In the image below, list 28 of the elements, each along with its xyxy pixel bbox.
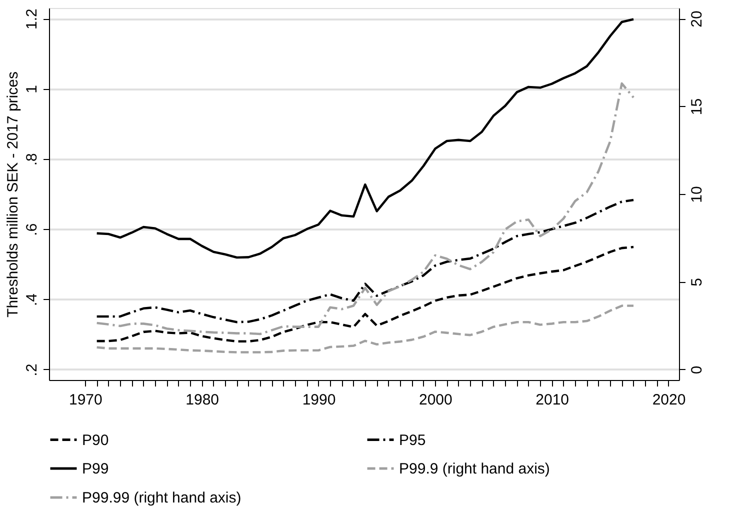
line-series	[96, 82, 635, 336]
x-tick-label: 2010	[536, 392, 570, 408]
x-tick-label: 1980	[186, 392, 220, 408]
legend-label: P99.9 (right hand axis)	[399, 460, 550, 478]
y-tick-label: .6	[24, 223, 40, 236]
legend-label: P99.99 (right hand axis)	[82, 490, 242, 506]
y2-tick-label: 15	[688, 98, 706, 116]
legend-label: P95	[399, 432, 426, 449]
y-tick-label: 1	[24, 85, 40, 94]
y2-tick-label: 10	[688, 186, 706, 203]
legend-label: P90	[82, 432, 109, 449]
y2-tick-label: 20	[688, 10, 706, 28]
legend-label: P99	[82, 460, 109, 478]
y-axis-title: Thresholds million SEK - 2017 prices	[4, 72, 22, 318]
y2-tick-label: 0	[688, 366, 706, 374]
y-tick-label: 1.2	[24, 8, 40, 30]
line-series	[96, 18, 635, 259]
y-tick-label: .2	[24, 364, 40, 376]
line-series	[96, 198, 635, 324]
y-tick-label: .8	[24, 153, 40, 166]
y2-tick-label: 5	[688, 278, 706, 286]
line-series	[96, 304, 635, 354]
x-tick-label: 1990	[302, 392, 336, 408]
x-tick-label: 1970	[68, 392, 102, 408]
line-series	[96, 246, 635, 343]
x-tick-label: 2020	[652, 392, 686, 408]
y-tick-label: .4	[24, 294, 40, 306]
x-tick-label: 2000	[418, 392, 452, 408]
